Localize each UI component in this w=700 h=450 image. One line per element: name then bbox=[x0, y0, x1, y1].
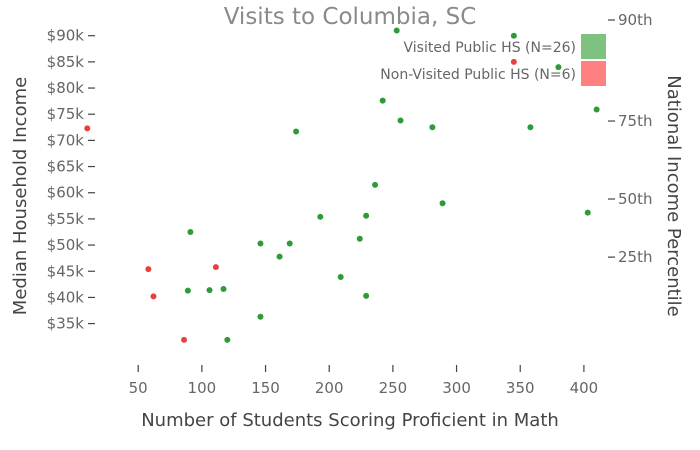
legend-swatch-visited bbox=[581, 34, 606, 59]
visited-point[interactable] bbox=[555, 64, 562, 71]
y-tick-label: $55k bbox=[47, 210, 85, 228]
y-axis-right: 25th 50th 75th 90th bbox=[608, 11, 652, 266]
data-points bbox=[84, 27, 600, 343]
visited-point[interactable] bbox=[429, 124, 436, 131]
visited-point[interactable] bbox=[356, 235, 363, 242]
y-axis-label: Median Household Income bbox=[10, 77, 31, 315]
y-tick-label: $40k bbox=[47, 288, 85, 306]
chart-title: Visits to Columbia, SC bbox=[224, 4, 477, 30]
y-tick-label: $50k bbox=[47, 236, 85, 254]
visited-point[interactable] bbox=[372, 181, 379, 188]
visited-point[interactable] bbox=[317, 213, 324, 220]
visited-point[interactable] bbox=[397, 117, 404, 124]
visited-point[interactable] bbox=[224, 336, 231, 343]
y2-axis-label: National Income Percentile bbox=[663, 75, 684, 317]
legend-item-non-visited[interactable]: Non-Visited Public HS (N=6) bbox=[380, 61, 606, 86]
visited-point[interactable] bbox=[393, 27, 400, 34]
visited-point[interactable] bbox=[510, 32, 517, 39]
non-visited-point[interactable] bbox=[145, 266, 152, 273]
visited-point[interactable] bbox=[337, 274, 344, 281]
visited-point[interactable] bbox=[363, 212, 370, 219]
x-axis: 50 100 150 200 250 300 350 400 bbox=[129, 365, 599, 397]
visited-point[interactable] bbox=[593, 106, 600, 113]
visited-point[interactable] bbox=[257, 313, 264, 320]
visited-point[interactable] bbox=[584, 209, 591, 216]
non-visited-point[interactable] bbox=[510, 58, 517, 65]
visited-point[interactable] bbox=[293, 128, 300, 135]
visited-point[interactable] bbox=[220, 286, 227, 293]
visited-point[interactable] bbox=[439, 200, 446, 207]
visited-point[interactable] bbox=[184, 287, 191, 294]
visited-point[interactable] bbox=[527, 124, 534, 131]
x-tick-label: 150 bbox=[251, 379, 280, 397]
x-tick-label: 200 bbox=[315, 379, 344, 397]
y2-tick-label: 25th bbox=[618, 248, 652, 266]
y2-tick-label: 90th bbox=[618, 11, 652, 29]
x-tick-label: 250 bbox=[379, 379, 408, 397]
x-tick-label: 350 bbox=[506, 379, 535, 397]
legend-swatch-non-visited bbox=[581, 61, 606, 86]
y-tick-label: $80k bbox=[47, 79, 85, 97]
visited-point[interactable] bbox=[276, 253, 283, 260]
non-visited-point[interactable] bbox=[84, 125, 91, 132]
x-tick-label: 400 bbox=[570, 379, 599, 397]
visited-point[interactable] bbox=[286, 240, 293, 247]
y-tick-label: $60k bbox=[47, 184, 85, 202]
visited-point[interactable] bbox=[363, 292, 370, 299]
y-tick-label: $65k bbox=[47, 158, 85, 176]
non-visited-point[interactable] bbox=[212, 264, 219, 271]
legend-item-visited[interactable]: Visited Public HS (N=26) bbox=[404, 34, 606, 59]
y2-tick-label: 50th bbox=[618, 190, 652, 208]
y-tick-label: $75k bbox=[47, 105, 85, 123]
visited-point[interactable] bbox=[379, 97, 386, 104]
x-tick-label: 300 bbox=[442, 379, 471, 397]
y-axis-left: $35k $40k $45k $50k $55k $60k $65k $70k $75k $80k… bbox=[47, 27, 95, 333]
non-visited-point[interactable] bbox=[150, 293, 157, 300]
visited-point[interactable] bbox=[206, 287, 213, 294]
legend-label-visited: Visited Public HS (N=26) bbox=[404, 40, 576, 56]
legend[interactable]: Visited Public HS (N=26) Non-Visited Pub… bbox=[380, 34, 606, 86]
non-visited-point[interactable] bbox=[181, 336, 188, 343]
y-tick-label: $70k bbox=[47, 131, 85, 149]
y-tick-label: $45k bbox=[47, 262, 85, 280]
x-tick-label: 100 bbox=[188, 379, 217, 397]
legend-label-non-visited: Non-Visited Public HS (N=6) bbox=[380, 67, 576, 83]
y-tick-label: $90k bbox=[47, 27, 85, 45]
y2-tick-label: 75th bbox=[618, 112, 652, 130]
y-tick-label: $85k bbox=[47, 53, 85, 71]
y-tick-label: $35k bbox=[47, 315, 85, 333]
visited-point[interactable] bbox=[257, 240, 264, 247]
x-tick-label: 50 bbox=[129, 379, 148, 397]
visited-point[interactable] bbox=[187, 228, 194, 235]
x-axis-label: Number of Students Scoring Proficient in… bbox=[141, 410, 559, 431]
